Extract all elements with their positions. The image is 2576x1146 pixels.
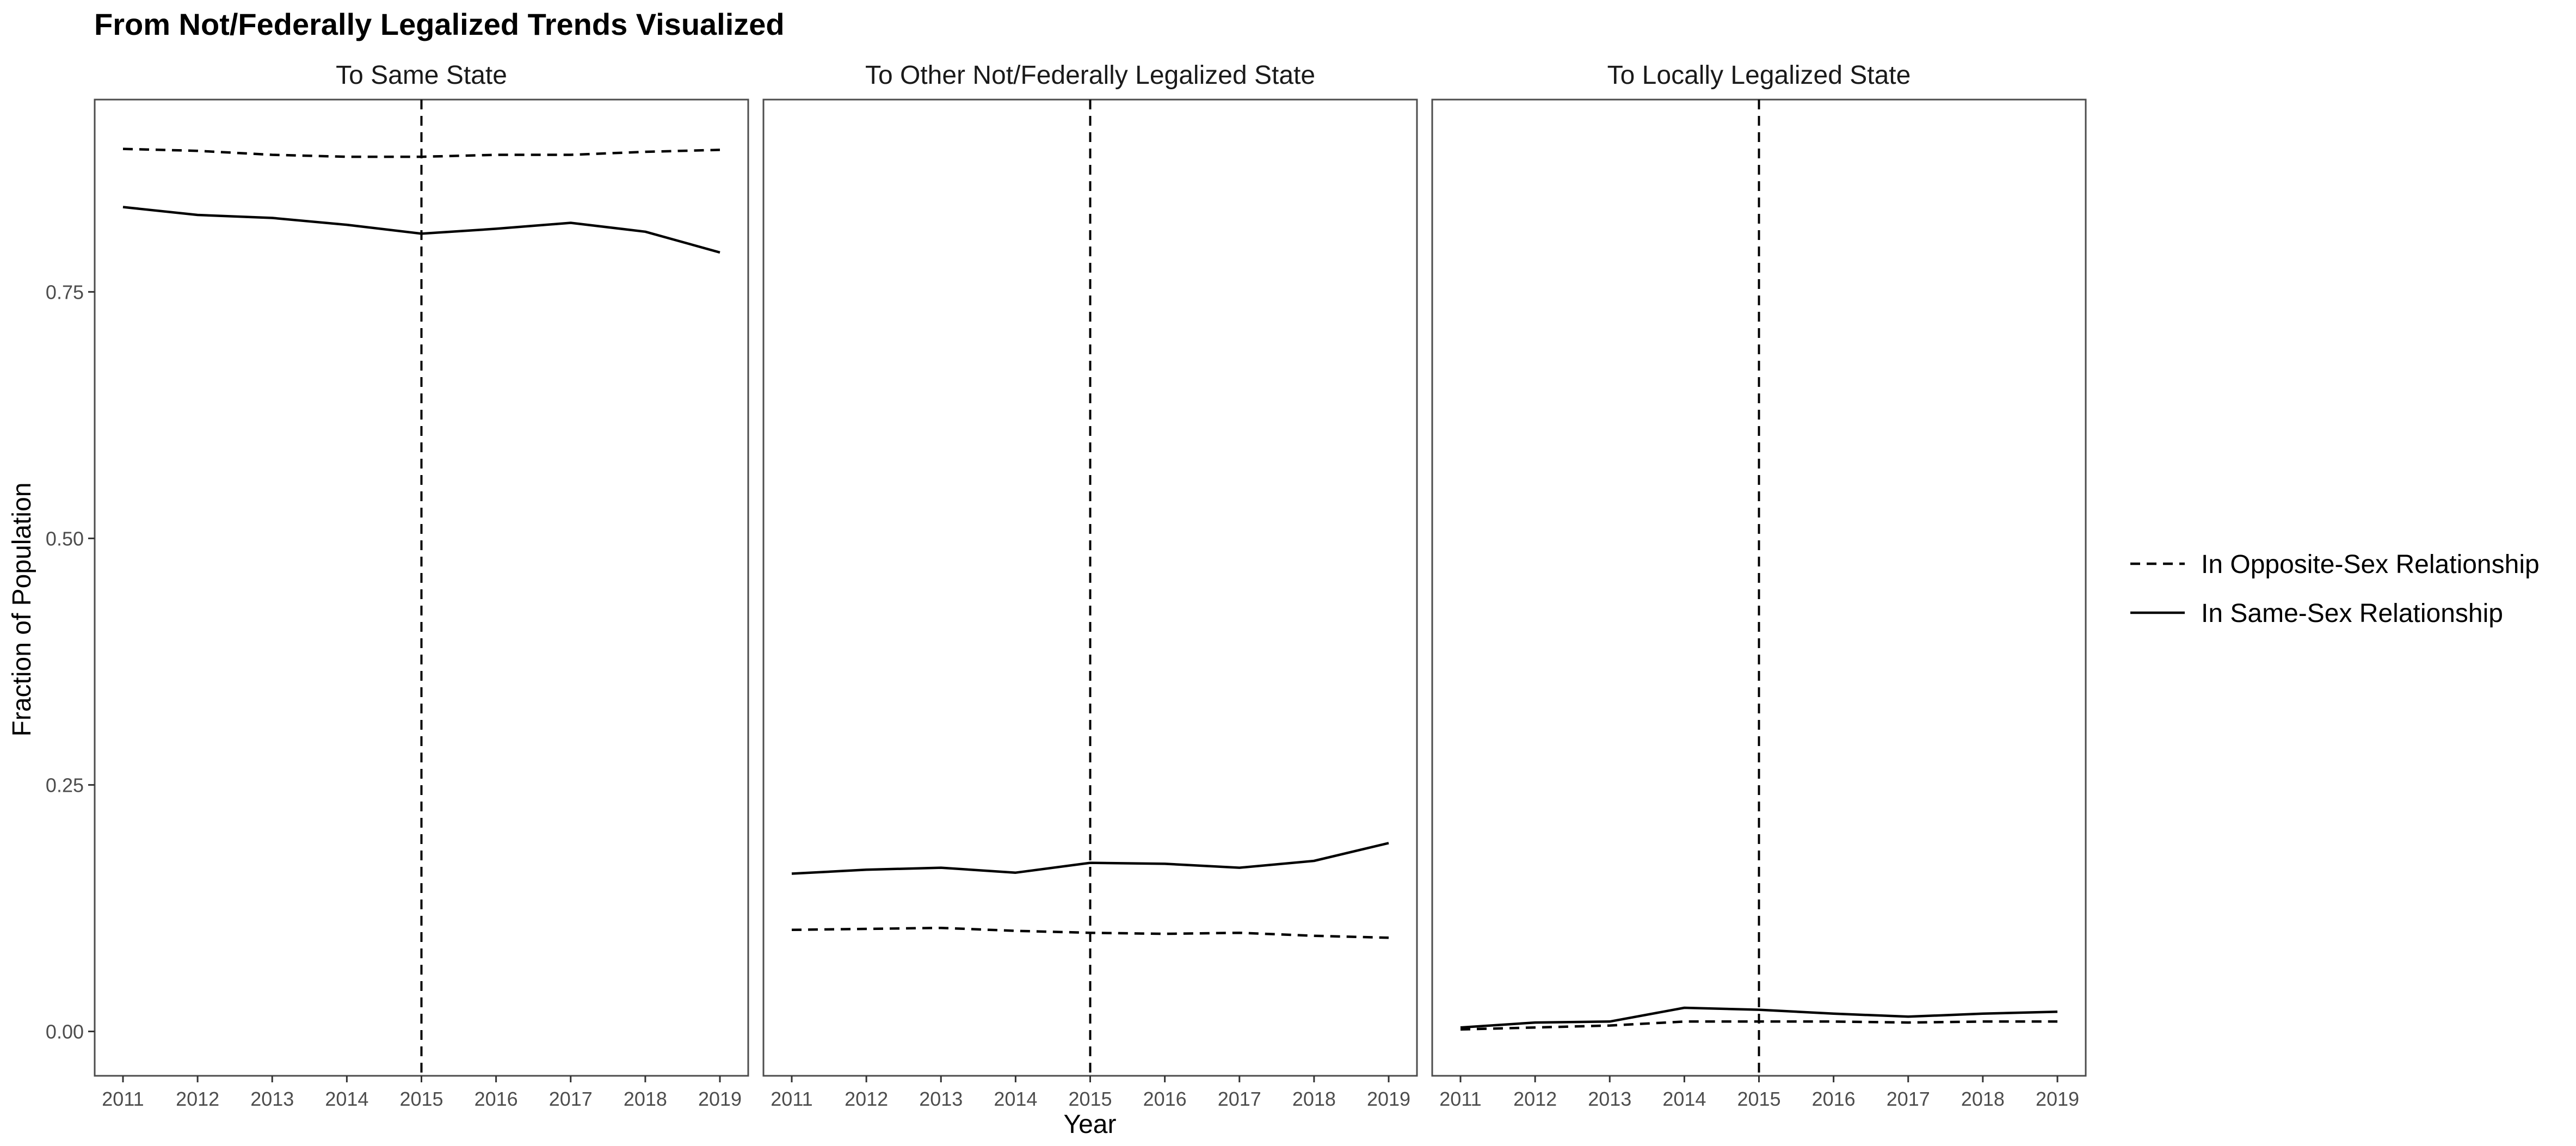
x-tick-label: 2013 (250, 1088, 294, 1110)
y-tick-label: 0.50 (46, 527, 84, 550)
series-line-same-sex (791, 842, 1389, 875)
series-line-opposite-sex (1460, 1020, 2057, 1031)
x-tick-label: 2015 (1737, 1088, 1780, 1110)
x-tick-label: 2019 (2036, 1088, 2079, 1110)
legend-item: In Opposite-Sex Relationship (2130, 550, 2540, 579)
y-tick-label: 0.00 (46, 1020, 84, 1043)
x-tick-label: 2013 (919, 1088, 963, 1110)
legend-label: In Same-Sex Relationship (2201, 599, 2503, 628)
x-tick-label: 2016 (1812, 1088, 1856, 1110)
series-line-same-sex (122, 206, 720, 254)
x-tick-label: 2018 (1292, 1088, 1336, 1110)
x-tick-label: 2015 (1068, 1088, 1112, 1110)
x-tick-label: 2016 (474, 1088, 518, 1110)
series-line-same-sex (1460, 1006, 2058, 1029)
x-tick-label: 2014 (1662, 1088, 1706, 1110)
x-tick-label: 2016 (1143, 1088, 1187, 1110)
x-tick-label: 2017 (549, 1088, 593, 1110)
x-tick-label: 2019 (1367, 1088, 1410, 1110)
x-tick-label: 2017 (1887, 1088, 1930, 1110)
x-tick-label: 2015 (399, 1088, 443, 1110)
x-tick-label: 2012 (1513, 1088, 1557, 1110)
facet-panels: To Same State 2011 2012 2013 2014 2015 2016 201… (46, 61, 2087, 1110)
x-tick-label: 2012 (845, 1088, 888, 1110)
legend-label: In Opposite-Sex Relationship (2201, 550, 2540, 579)
y-axis-title: Fraction of Population (8, 483, 36, 737)
x-axis-title: Year (1064, 1110, 1117, 1139)
series-line-opposite-sex (122, 147, 720, 158)
panel-1: To Same State 2011 2012 2013 2014 2015 2016 201… (46, 61, 749, 1110)
x-tick-label: 2012 (176, 1088, 219, 1110)
legend-item: In Same-Sex Relationship (2130, 599, 2503, 628)
x-tick-label: 2011 (771, 1088, 812, 1110)
y-tick-label: 0.25 (46, 774, 84, 796)
x-tick-label: 2013 (1588, 1088, 1631, 1110)
series-line-opposite-sex (791, 926, 1389, 939)
panel-title: To Same State (336, 61, 507, 90)
x-tick-label: 2014 (325, 1088, 368, 1110)
chart-title: From Not/Federally Legalized Trends Visu… (94, 7, 785, 41)
x-tick-label: 2014 (994, 1088, 1037, 1110)
panel-3: To Locally Legalized State 2011 2012 2013 20… (1431, 61, 2087, 1110)
y-tick-label: 0.75 (46, 281, 84, 303)
legend: In Opposite-Sex Relationship In Same-Sex … (2130, 550, 2540, 628)
x-tick-label: 2019 (698, 1088, 742, 1110)
panel-2: To Other Not/Federally Legalized State 20… (762, 61, 1418, 1110)
panel-title: To Locally Legalized State (1607, 61, 1911, 90)
panel-title: To Other Not/Federally Legalized State (865, 61, 1315, 90)
x-tick-label: 2011 (1439, 1088, 1481, 1110)
x-tick-label: 2011 (102, 1088, 144, 1110)
x-tick-label: 2018 (1961, 1088, 2005, 1110)
x-tick-label: 2018 (624, 1088, 667, 1110)
x-tick-label: 2017 (1218, 1088, 1261, 1110)
